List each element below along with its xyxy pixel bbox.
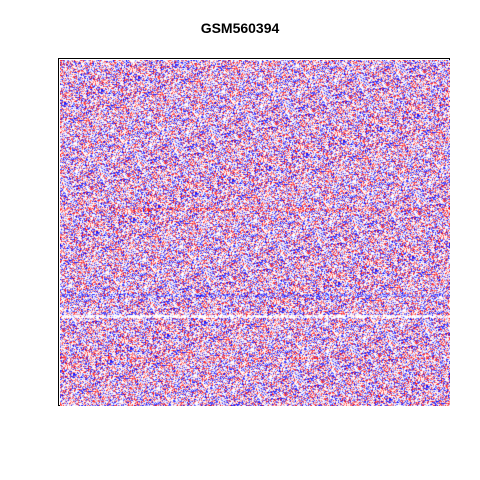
plot-area: [58, 58, 450, 406]
heatmap-pixels: [60, 60, 450, 406]
chart-title: GSM560394: [200, 20, 280, 36]
